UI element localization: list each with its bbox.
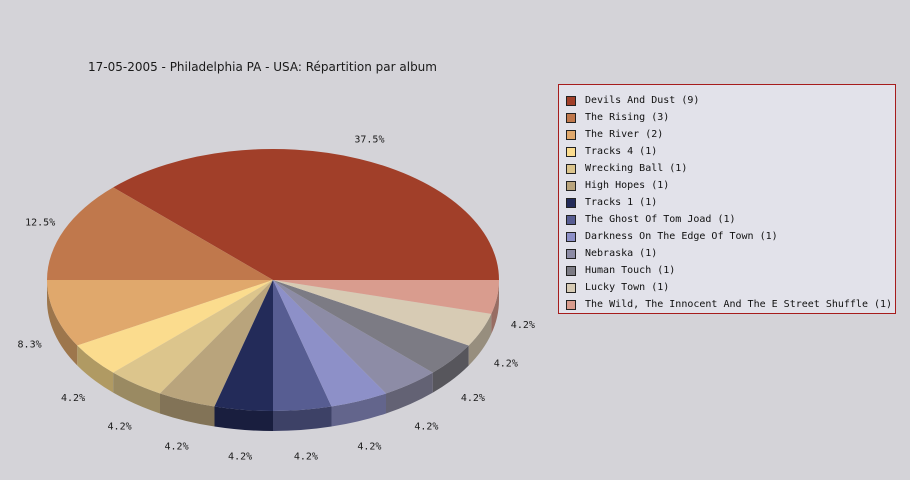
legend-swatch bbox=[566, 129, 576, 140]
legend-swatch bbox=[566, 299, 576, 310]
legend-swatch bbox=[566, 163, 576, 174]
pie-slice-side-10 bbox=[432, 345, 469, 393]
pie-slice-side-3 bbox=[77, 345, 114, 393]
legend-item: Wrecking Ball (1) bbox=[566, 160, 895, 177]
legend-label: The Ghost Of Tom Joad (1) bbox=[585, 214, 736, 225]
pie-depth-layer bbox=[47, 280, 499, 431]
pie-percent-label-0: 37.5% bbox=[354, 135, 384, 146]
legend-item: The Ghost Of Tom Joad (1) bbox=[566, 211, 895, 228]
legend-swatch bbox=[566, 231, 576, 242]
legend-label: Tracks 4 (1) bbox=[585, 146, 658, 157]
pie-label-layer: 37.5% 12.5% 8.3% 4.2% 4.2% 4.2% 4.2% 4.2% 4.2% 4.… bbox=[18, 135, 535, 463]
legend-label: The River (2) bbox=[585, 129, 664, 140]
legend-item: Darkness On The Edge Of Town (1) bbox=[566, 228, 895, 245]
pie-slice-4 bbox=[113, 280, 273, 394]
pie-slice-12 bbox=[273, 280, 499, 314]
pie-slice-2 bbox=[47, 280, 273, 346]
legend-swatch bbox=[566, 197, 576, 208]
pie-slice-11 bbox=[273, 280, 492, 346]
legend-item: Tracks 4 (1) bbox=[566, 143, 895, 160]
pie-percent-label-12: 4.2% bbox=[511, 320, 535, 331]
legend-swatch bbox=[566, 146, 576, 157]
legend-item: High Hopes (1) bbox=[566, 177, 895, 194]
legend-swatch bbox=[566, 214, 576, 225]
pie-slice-side-11 bbox=[468, 313, 492, 366]
pie-slice-9 bbox=[273, 280, 433, 394]
pie-slice-7 bbox=[273, 280, 332, 411]
legend-swatch bbox=[566, 180, 576, 191]
legend-swatch bbox=[566, 95, 576, 106]
legend-item: Human Touch (1) bbox=[566, 262, 895, 279]
legend-label: Darkness On The Edge Of Town (1) bbox=[585, 231, 778, 242]
pie-percent-label-11: 4.2% bbox=[494, 359, 518, 370]
pie-slice-0 bbox=[113, 149, 499, 280]
legend-item: Tracks 1 (1) bbox=[566, 194, 895, 211]
legend-label: Nebraska (1) bbox=[585, 248, 658, 259]
pie-percent-label-1: 12.5% bbox=[25, 217, 55, 228]
legend-item: Lucky Town (1) bbox=[566, 279, 895, 296]
legend-label: Devils And Dust (9) bbox=[585, 95, 700, 106]
legend-swatch bbox=[566, 282, 576, 293]
pie-slice-8 bbox=[273, 280, 386, 407]
legend-swatch bbox=[566, 248, 576, 259]
pie-slice-side-5 bbox=[160, 393, 215, 427]
legend-item: Devils And Dust (9) bbox=[566, 92, 895, 109]
pie-slice-side-2 bbox=[47, 280, 78, 366]
pie-percent-label-3: 4.2% bbox=[61, 393, 85, 404]
pie-slice-side-9 bbox=[386, 372, 433, 414]
legend-item: The Wild, The Innocent And The E Street … bbox=[566, 296, 895, 313]
pie-percent-label-7: 4.2% bbox=[294, 452, 318, 463]
legend-label: The Wild, The Innocent And The E Street … bbox=[585, 299, 893, 310]
pie-percent-label-6: 4.2% bbox=[228, 452, 252, 463]
pie-slice-10 bbox=[273, 280, 469, 373]
legend-swatch bbox=[566, 112, 576, 123]
pie-slice-side-6 bbox=[214, 406, 273, 431]
pie-percent-label-5: 4.2% bbox=[165, 441, 189, 452]
legend-label: Tracks 1 (1) bbox=[585, 197, 658, 208]
pie-slice-5 bbox=[160, 280, 273, 407]
pie-percent-label-9: 4.2% bbox=[414, 421, 438, 432]
pie-slice-side-12 bbox=[491, 280, 499, 334]
pie-slice-1 bbox=[47, 187, 273, 280]
legend-label: The Rising (3) bbox=[585, 112, 670, 123]
pie-slice-side-8 bbox=[331, 393, 386, 427]
pie-slice-3 bbox=[77, 280, 273, 373]
pie-percent-label-2: 8.3% bbox=[18, 340, 42, 351]
pie-percent-label-10: 4.2% bbox=[461, 393, 485, 404]
legend-label: High Hopes (1) bbox=[585, 180, 670, 191]
pie-slice-side-7 bbox=[273, 406, 332, 431]
legend-item: The River (2) bbox=[566, 126, 895, 143]
legend-item: Nebraska (1) bbox=[566, 245, 895, 262]
legend-swatch bbox=[566, 265, 576, 276]
legend-label: Human Touch (1) bbox=[585, 265, 676, 276]
pie-slice-side-4 bbox=[113, 372, 160, 414]
chart-title: 17-05-2005 - Philadelphia PA - USA: Répa… bbox=[88, 60, 437, 74]
legend-item: The Rising (3) bbox=[566, 109, 895, 126]
legend: Devils And Dust (9) The Rising (3) The Riv… bbox=[558, 84, 896, 314]
pie-slice-6 bbox=[214, 280, 273, 411]
pie-percent-label-4: 4.2% bbox=[108, 421, 132, 432]
pie-percent-label-8: 4.2% bbox=[357, 441, 381, 452]
pie-top-layer bbox=[47, 149, 499, 411]
legend-label: Wrecking Ball (1) bbox=[585, 163, 688, 174]
legend-label: Lucky Town (1) bbox=[585, 282, 670, 293]
